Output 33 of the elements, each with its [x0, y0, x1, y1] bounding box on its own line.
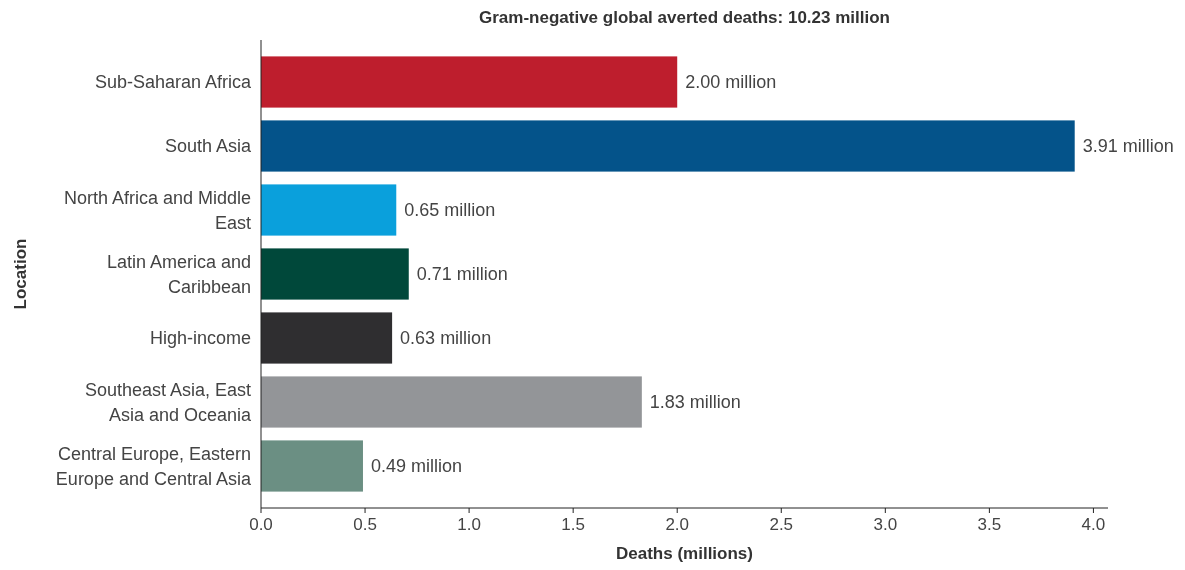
data-label: 1.83 million: [649, 392, 741, 413]
data-label: 0.49 million: [370, 456, 463, 477]
x-tick-label: 2.5: [769, 515, 794, 534]
y-tick-label: Southeast Asia, East Asia and Oceania: [84, 379, 252, 425]
x-tick-label: 4.0: [1081, 515, 1106, 534]
x-tick-label: 1.0: [457, 515, 481, 534]
data-label: 0.63 million: [400, 328, 492, 349]
y-tick-label: South Asia: [164, 136, 252, 157]
x-tick-label: 0.5: [353, 515, 377, 534]
bar: [261, 184, 397, 236]
y-tick-label: Sub-Saharan Africa: [94, 72, 252, 93]
bar: [261, 312, 393, 364]
bar: [261, 120, 1075, 172]
x-tick-label: 3.0: [873, 515, 898, 534]
y-tick-label: High-income: [149, 328, 251, 349]
data-label: 3.91 million: [1082, 136, 1174, 157]
data-label: 0.65 million: [404, 200, 496, 221]
x-tick-label: 1.5: [561, 515, 585, 534]
bar: [261, 376, 642, 428]
x-axis-title: Deaths (millions): [616, 544, 753, 563]
bar: [261, 248, 409, 300]
x-tick-label: 0.0: [249, 515, 273, 534]
data-label: 0.71 million: [416, 264, 508, 285]
y-tick-label: North Africa and Middle East: [63, 187, 251, 233]
x-tick-label: 2.0: [665, 515, 690, 534]
bar: [261, 440, 363, 492]
x-tick-label: 3.5: [977, 515, 1002, 534]
bar: [261, 56, 678, 108]
chart-title: Gram-negative global averted deaths: 10.23 million: [479, 8, 890, 27]
data-label: 2.00 million: [685, 72, 777, 93]
y-axis-title: Location: [11, 238, 30, 310]
y-tick-label: Latin America and Caribbean: [106, 251, 251, 297]
y-tick-label: Central Europe, Eastern Europe and Central Asia: [55, 443, 252, 489]
